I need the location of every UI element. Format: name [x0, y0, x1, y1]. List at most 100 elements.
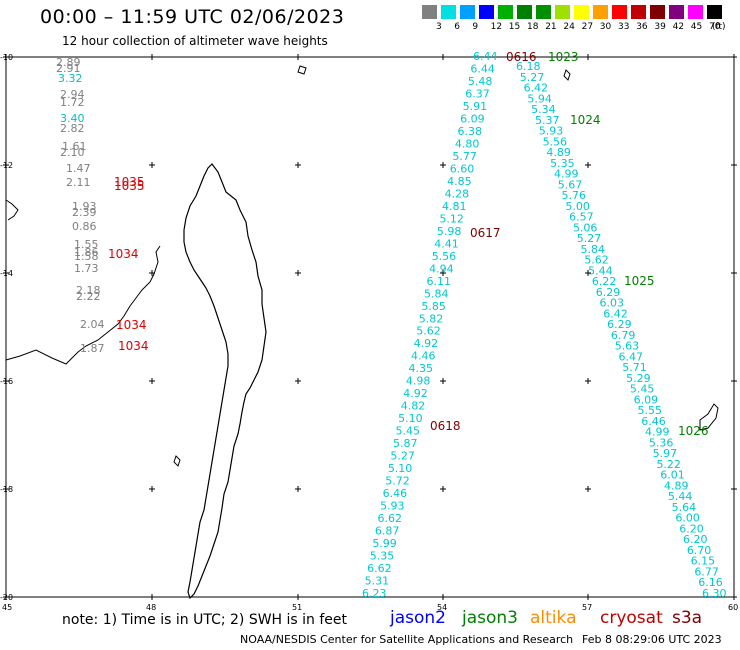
legend-value: 27 [581, 22, 594, 32]
wave-height-value: 6.46 [383, 487, 408, 500]
legend-swatch [517, 5, 532, 19]
grid-cross [440, 270, 446, 276]
map-frame [5, 56, 735, 598]
africa-coastline [5, 199, 161, 365]
pass-time-label: 1023 [548, 50, 579, 64]
satellite-altika: altika [530, 608, 577, 628]
wave-height-value: 5.10 [388, 462, 413, 475]
pass-time-label: 1035 [114, 179, 145, 193]
wave-height-value: 0.86 [72, 220, 97, 233]
x-tick-label: 54 [437, 603, 447, 612]
x-tick-label: 57 [582, 603, 592, 612]
pass-time-label: 1034 [118, 339, 149, 353]
madagascar-coastline [183, 163, 267, 600]
wave-height-value: 4.28 [445, 187, 470, 200]
wave-height-value: 5.55 [637, 404, 662, 417]
wave-height-value: 2.82 [60, 122, 85, 135]
legend-swatch [593, 5, 608, 19]
y-tick-label: -14 [0, 269, 13, 278]
wave-height-value: 6.00 [675, 512, 700, 525]
wave-height-value: 2.11 [66, 176, 91, 189]
y-tick-label: -12 [0, 161, 13, 170]
wave-height-value: 4.92 [414, 337, 439, 350]
wave-height-value: 1.47 [66, 162, 91, 175]
legend-value: 30 [599, 22, 612, 32]
grid-cross [731, 270, 737, 276]
legend-value: 33 [618, 22, 630, 32]
grid-cross [440, 162, 446, 168]
legend-swatch [688, 5, 703, 19]
wave-height-value: 6.30 [702, 587, 727, 600]
wave-height-value: 5.93 [380, 500, 405, 513]
wave-height-value: 6.09 [634, 393, 659, 406]
legend-value: 6 [454, 22, 460, 32]
pass-time-label: 1035 [114, 175, 145, 189]
wave-height-value: 6.44 [473, 50, 498, 63]
grid-cross [585, 162, 591, 168]
wave-height-value: 1.73 [74, 262, 99, 275]
grid-cross [585, 270, 591, 276]
legend-swatch [631, 5, 646, 19]
pass-time-label: 0616 [506, 50, 537, 64]
wave-height-value: 5.44 [668, 490, 693, 503]
wave-height-value: 5.87 [393, 437, 418, 450]
wave-height-value: 1.72 [60, 96, 85, 109]
grid-cross [295, 594, 301, 600]
wave-height-value: 5.84 [581, 243, 606, 256]
legend-swatch [612, 5, 627, 19]
wave-height-value: 5.34 [531, 103, 556, 116]
wave-height-value: 6.20 [679, 522, 704, 535]
wave-height-value: 1.86 [74, 246, 99, 259]
grid-cross [3, 486, 9, 492]
wave-height-value: 5.22 [656, 458, 681, 471]
island-tromelin [563, 69, 571, 81]
wave-height-value: 6.62 [367, 562, 392, 575]
grid-cross [149, 162, 155, 168]
legend-value: 45 [690, 22, 703, 32]
wave-height-value: 2.04 [80, 318, 105, 331]
wave-height-value: 4.41 [434, 237, 459, 250]
pass-time-label: 0617 [470, 226, 501, 240]
pass-time-label: 1026 [678, 424, 709, 438]
wave-height-value: 4.81 [442, 200, 467, 213]
wave-height-value: 6.62 [377, 512, 402, 525]
satellite-cryosat: cryosat [600, 608, 663, 628]
wave-height-value: 6.38 [458, 125, 483, 138]
y-tick-label: -16 [0, 377, 13, 386]
wave-height-value: 3.32 [58, 72, 83, 85]
wave-height-value: 2.89 [56, 56, 81, 69]
grid-cross [440, 486, 446, 492]
satellite-s3a: s3a [672, 608, 703, 628]
grid-cross [440, 378, 446, 384]
wave-height-value: 6.18 [516, 60, 541, 73]
wave-height-value: 5.94 [527, 92, 552, 105]
grid-cross [585, 486, 591, 492]
wave-height-value: 5.06 [573, 221, 598, 234]
legend-swatch [479, 5, 494, 19]
wave-height-value: 6.23 [362, 587, 387, 600]
grid-marks [3, 54, 737, 600]
legend-value: 18 [527, 22, 539, 32]
wave-height-value: 5.45 [396, 425, 421, 438]
wave-height-value: 4.89 [546, 146, 571, 159]
wave-height-value: 6.09 [460, 112, 485, 125]
wave-height-value: 5.10 [398, 412, 423, 425]
wave-height-value: 5.56 [543, 135, 568, 148]
legend-value: 12 [490, 22, 503, 32]
wave-height-value: 5.72 [385, 475, 410, 488]
wave-height-value: 4.99 [554, 168, 579, 181]
wave-height-value: 6.60 [450, 162, 475, 175]
wave-height-value: 4.89 [664, 479, 689, 492]
wave-height-value: 4.82 [401, 400, 426, 413]
grid-cross [731, 486, 737, 492]
wave-height-value: 5.99 [372, 537, 397, 550]
wave-height-value: 1.87 [80, 342, 105, 355]
wave-height-value: 6.22 [592, 275, 617, 288]
wave-height-value: 5.00 [565, 200, 590, 213]
y-tick-label: -18 [0, 485, 13, 494]
wave-height-value: 6.03 [600, 297, 625, 310]
grid-cross [295, 54, 301, 60]
island-small-2 [173, 455, 181, 467]
wave-height-value: 2.39 [72, 206, 97, 219]
wave-height-value: 5.35 [550, 157, 575, 170]
